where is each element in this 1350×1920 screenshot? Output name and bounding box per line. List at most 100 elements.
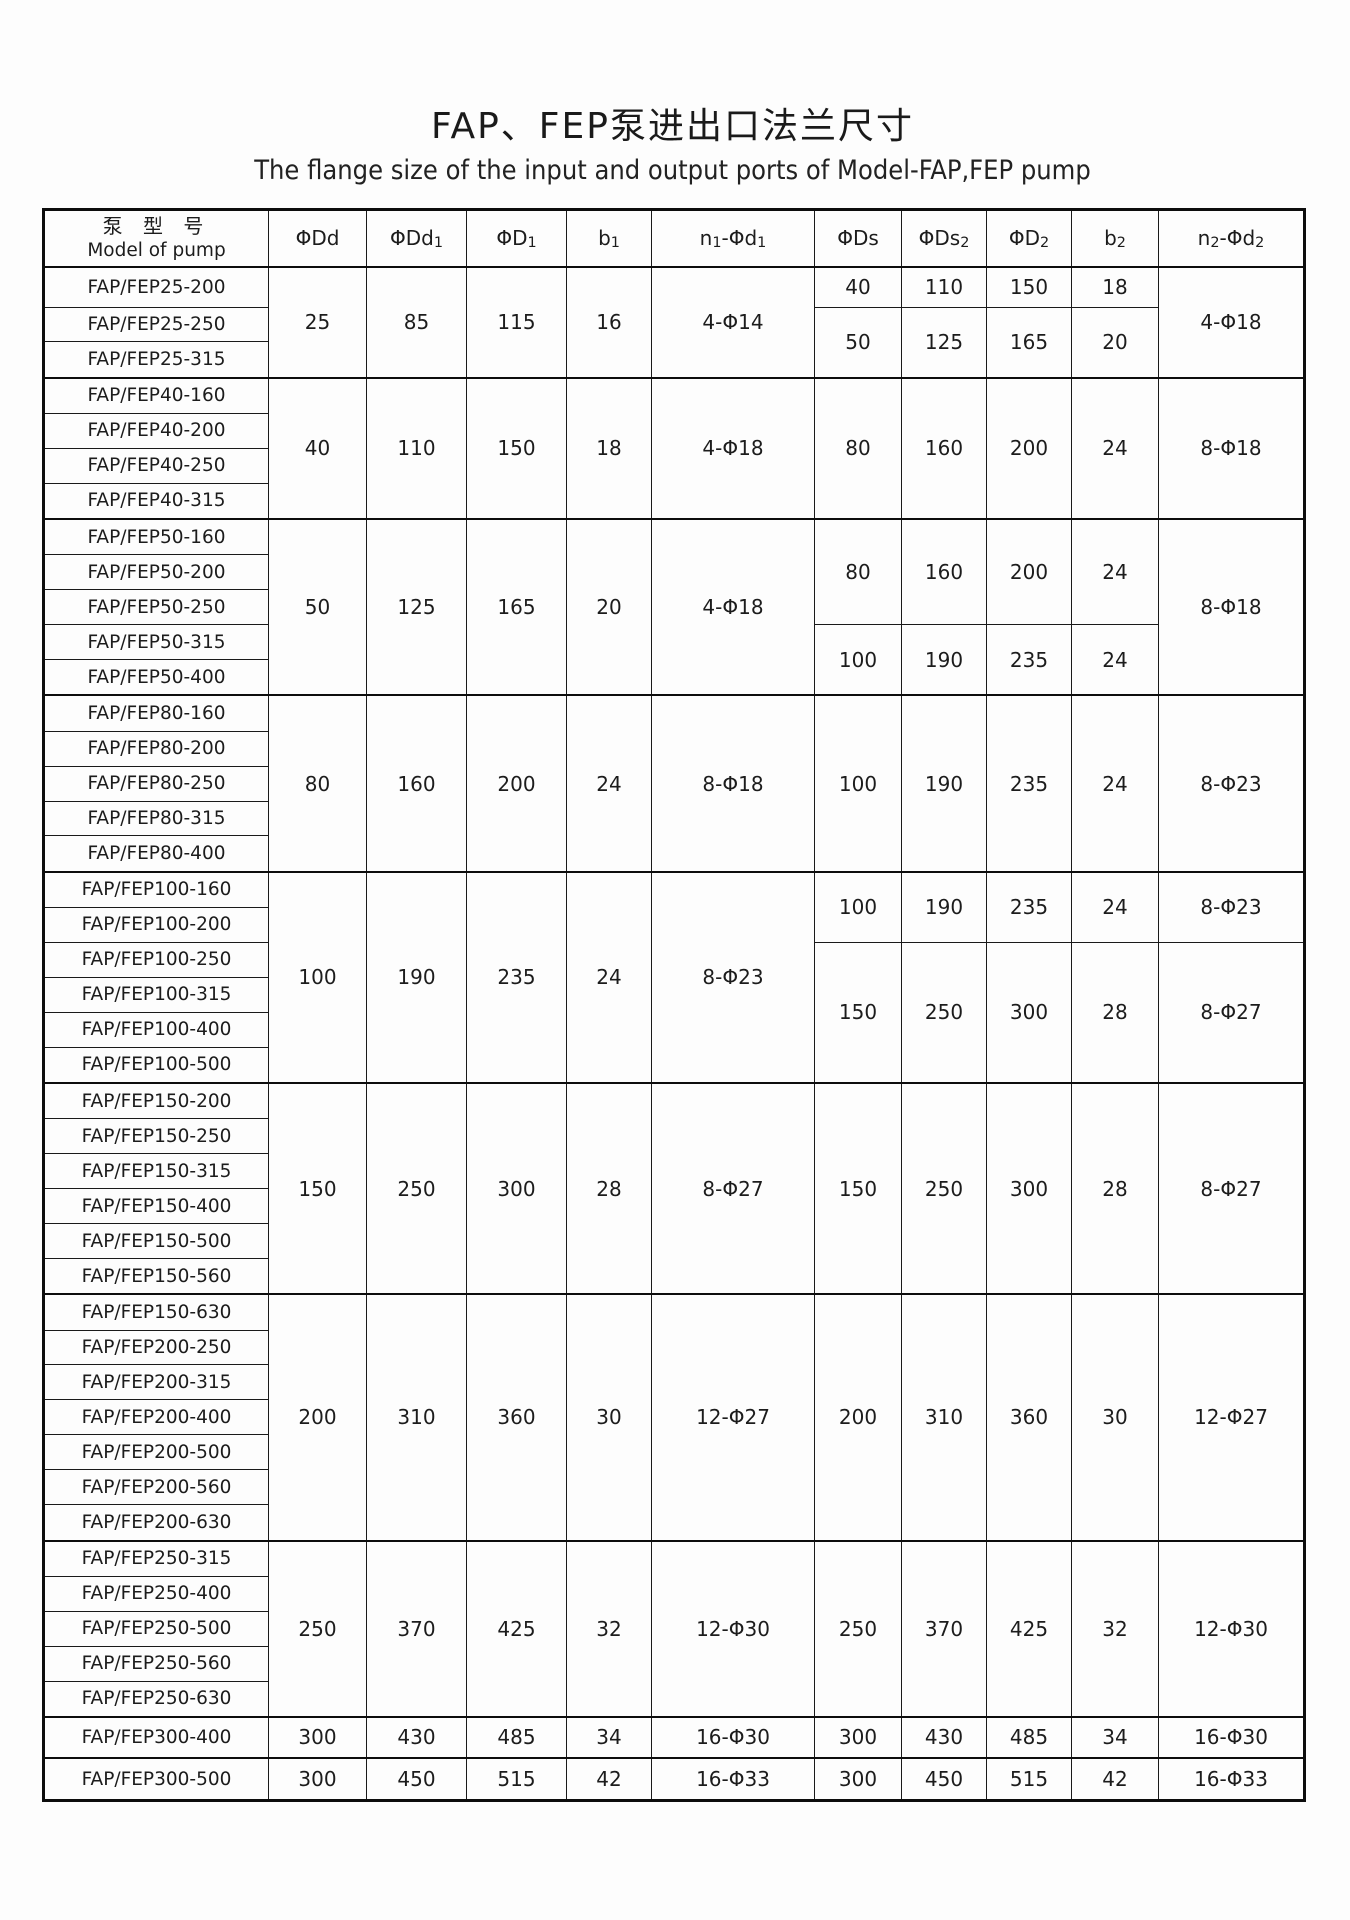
ds-cell: 80 — [814, 376, 902, 520]
model-cell: FAP/FEP250-400 — [43, 1575, 269, 1612]
b1-cell: 34 — [566, 1715, 652, 1759]
ds-cell: 150 — [814, 1081, 902, 1295]
b1-cell: 20 — [566, 518, 652, 696]
model-cell: FAP/FEP200-630 — [43, 1504, 269, 1542]
dd-cell: 200 — [268, 1293, 367, 1542]
model-cell: FAP/FEP200-315 — [43, 1364, 269, 1401]
n2-cell: 8-Φ18 — [1158, 518, 1305, 696]
d2-cell: 200 — [986, 518, 1072, 626]
dd-cell: 80 — [268, 694, 367, 873]
header-ds2: ΦDs2 — [901, 209, 987, 268]
ds2-cell: 310 — [901, 1293, 987, 1542]
n2-cell: 12-Φ30 — [1158, 1539, 1305, 1718]
dd1-cell: 450 — [366, 1757, 467, 1802]
d2-cell: 485 — [986, 1715, 1072, 1759]
d1-cell: 235 — [466, 870, 567, 1084]
d2-cell: 300 — [986, 1081, 1072, 1295]
model-cell: FAP/FEP100-250 — [43, 941, 269, 978]
b1-cell: 30 — [566, 1293, 652, 1542]
model-cell: FAP/FEP80-160 — [43, 694, 269, 732]
ds2-cell: 430 — [901, 1715, 987, 1759]
d1-cell: 165 — [466, 518, 567, 696]
model-cell: FAP/FEP250-500 — [43, 1610, 269, 1647]
header-d2: ΦD2 — [986, 209, 1072, 268]
b1-cell: 28 — [566, 1081, 652, 1295]
model-cell: FAP/FEP150-630 — [43, 1293, 269, 1331]
model-cell: FAP/FEP100-160 — [43, 870, 269, 908]
title-block: FAP、FEP泵进出口法兰尺寸 The flange size of the i… — [42, 106, 1303, 188]
b1-cell: 32 — [566, 1539, 652, 1718]
ds2-cell: 190 — [901, 870, 987, 943]
header-model-en: Model of pump — [87, 240, 226, 262]
header-ds: ΦDs — [814, 209, 902, 268]
model-cell: FAP/FEP80-200 — [43, 730, 269, 767]
b2-cell: 18 — [1071, 265, 1159, 308]
b2-cell: 24 — [1071, 518, 1159, 626]
model-cell: FAP/FEP150-500 — [43, 1223, 269, 1260]
page-title: FAP、FEP泵进出口法兰尺寸 — [431, 106, 914, 147]
ds2-cell: 190 — [901, 624, 987, 696]
d1-cell: 515 — [466, 1757, 567, 1802]
dd-cell: 25 — [268, 265, 367, 379]
header-b1: b1 — [566, 209, 652, 268]
dd-cell: 50 — [268, 518, 367, 696]
b2-cell: 24 — [1071, 624, 1159, 696]
b2-cell: 24 — [1071, 376, 1159, 520]
b2-cell: 20 — [1071, 306, 1159, 379]
b2-cell: 32 — [1071, 1539, 1159, 1718]
b1-cell: 24 — [566, 694, 652, 873]
n2-cell: 16-Φ33 — [1158, 1757, 1305, 1802]
n2-cell: 8-Φ23 — [1158, 870, 1305, 943]
model-cell: FAP/FEP100-400 — [43, 1011, 269, 1048]
model-cell: FAP/FEP40-250 — [43, 447, 269, 484]
n1-cell: 8-Φ27 — [651, 1081, 815, 1295]
header-b2: b2 — [1071, 209, 1159, 268]
dd1-cell: 110 — [366, 376, 467, 520]
n1-cell: 4-Φ14 — [651, 265, 815, 379]
model-cell: FAP/FEP150-250 — [43, 1118, 269, 1155]
ds2-cell: 190 — [901, 694, 987, 873]
dd-cell: 150 — [268, 1081, 367, 1295]
d2-cell: 515 — [986, 1757, 1072, 1802]
model-cell: FAP/FEP100-200 — [43, 906, 269, 943]
model-cell: FAP/FEP40-200 — [43, 412, 269, 449]
header-model-of-pump: 泵 型 号 Model of pump — [43, 209, 269, 268]
model-cell: FAP/FEP300-500 — [43, 1757, 269, 1802]
model-cell: FAP/FEP40-315 — [43, 482, 269, 520]
dd1-cell: 430 — [366, 1715, 467, 1759]
header-n2-d2: n2-Φd2 — [1158, 209, 1305, 268]
dd1-cell: 85 — [366, 265, 467, 379]
page-subtitle: The flange size of the input and output … — [254, 155, 1091, 186]
n2-cell: 4-Φ18 — [1158, 265, 1305, 379]
d1-cell: 360 — [466, 1293, 567, 1542]
b2-cell: 42 — [1071, 1757, 1159, 1802]
ds-cell: 50 — [814, 306, 902, 379]
ds-cell: 250 — [814, 1539, 902, 1718]
ds2-cell: 125 — [901, 306, 987, 379]
d1-cell: 425 — [466, 1539, 567, 1718]
model-cell: FAP/FEP150-560 — [43, 1258, 269, 1295]
d2-cell: 165 — [986, 306, 1072, 379]
model-cell: FAP/FEP250-630 — [43, 1680, 269, 1718]
dd-cell: 250 — [268, 1539, 367, 1718]
b2-cell: 28 — [1071, 1081, 1159, 1295]
ds-cell: 300 — [814, 1715, 902, 1759]
model-cell: FAP/FEP50-315 — [43, 624, 269, 661]
dd1-cell: 160 — [366, 694, 467, 873]
model-cell: FAP/FEP150-400 — [43, 1188, 269, 1225]
ds2-cell: 160 — [901, 518, 987, 626]
header-model-zh: 泵 型 号 — [102, 214, 211, 239]
n2-cell: 12-Φ27 — [1158, 1293, 1305, 1542]
n1-cell: 12-Φ27 — [651, 1293, 815, 1542]
d2-cell: 235 — [986, 694, 1072, 873]
d1-cell: 200 — [466, 694, 567, 873]
ds-cell: 300 — [814, 1757, 902, 1802]
model-cell: FAP/FEP250-315 — [43, 1539, 269, 1577]
model-cell: FAP/FEP25-315 — [43, 341, 269, 379]
b1-cell: 42 — [566, 1757, 652, 1802]
d2-cell: 150 — [986, 265, 1072, 308]
n2-cell: 8-Φ23 — [1158, 694, 1305, 873]
model-cell: FAP/FEP80-315 — [43, 800, 269, 837]
ds-cell: 100 — [814, 870, 902, 943]
